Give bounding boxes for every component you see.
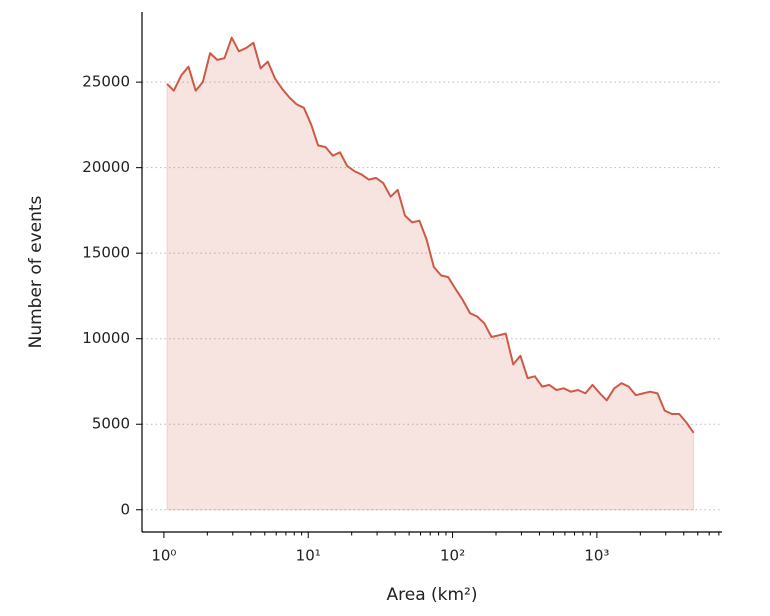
y-tick-label: 20000 xyxy=(82,158,130,176)
y-tick-label: 25000 xyxy=(82,73,130,91)
y-tick-label: 15000 xyxy=(82,244,130,262)
y-axis-label: Number of events xyxy=(26,195,46,348)
area-fill xyxy=(166,36,695,511)
x-tick-label: 10³ xyxy=(584,547,609,565)
x-tick-label: 10¹ xyxy=(296,547,321,565)
data-line xyxy=(166,36,695,434)
y-tick-label: 0 xyxy=(120,500,130,518)
x-tick-label: 10⁰ xyxy=(151,547,176,565)
x-axis-label: Area (km²) xyxy=(386,585,477,605)
x-tick-label: 10² xyxy=(440,547,465,565)
y-tick-label: 10000 xyxy=(82,329,130,347)
y-tick-label: 5000 xyxy=(92,415,130,433)
